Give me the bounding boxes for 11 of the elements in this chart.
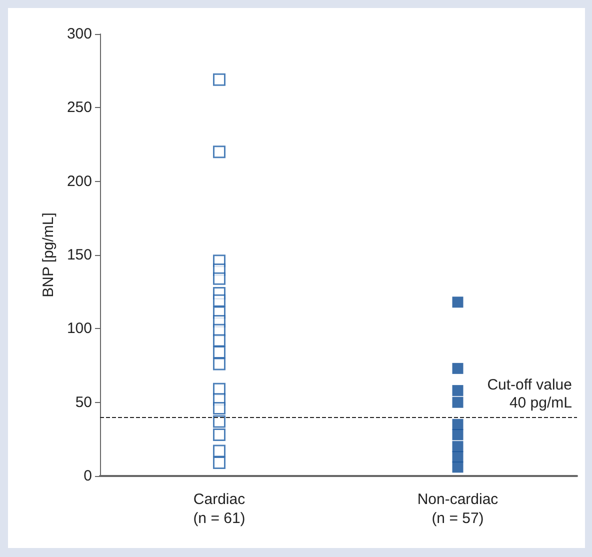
- ref-line-label: Cut-off value 40 pg/mL: [487, 376, 572, 412]
- y-tick-label: 50: [75, 394, 92, 411]
- x-tick-label: Non-cardiac (n = 57): [417, 491, 499, 527]
- y-tick-label: 200: [66, 172, 92, 190]
- y-axis-title: BNP [pg/mL]: [40, 212, 58, 298]
- y-tick-label: 150: [66, 246, 92, 264]
- x-tick-label: Cardiac (n = 61): [193, 491, 246, 527]
- y-tick-label: 0: [84, 468, 92, 484]
- y-tick-label: 100: [66, 320, 92, 338]
- y-tick-label: 250: [66, 99, 92, 116]
- y-tick-label: 300: [66, 26, 92, 42]
